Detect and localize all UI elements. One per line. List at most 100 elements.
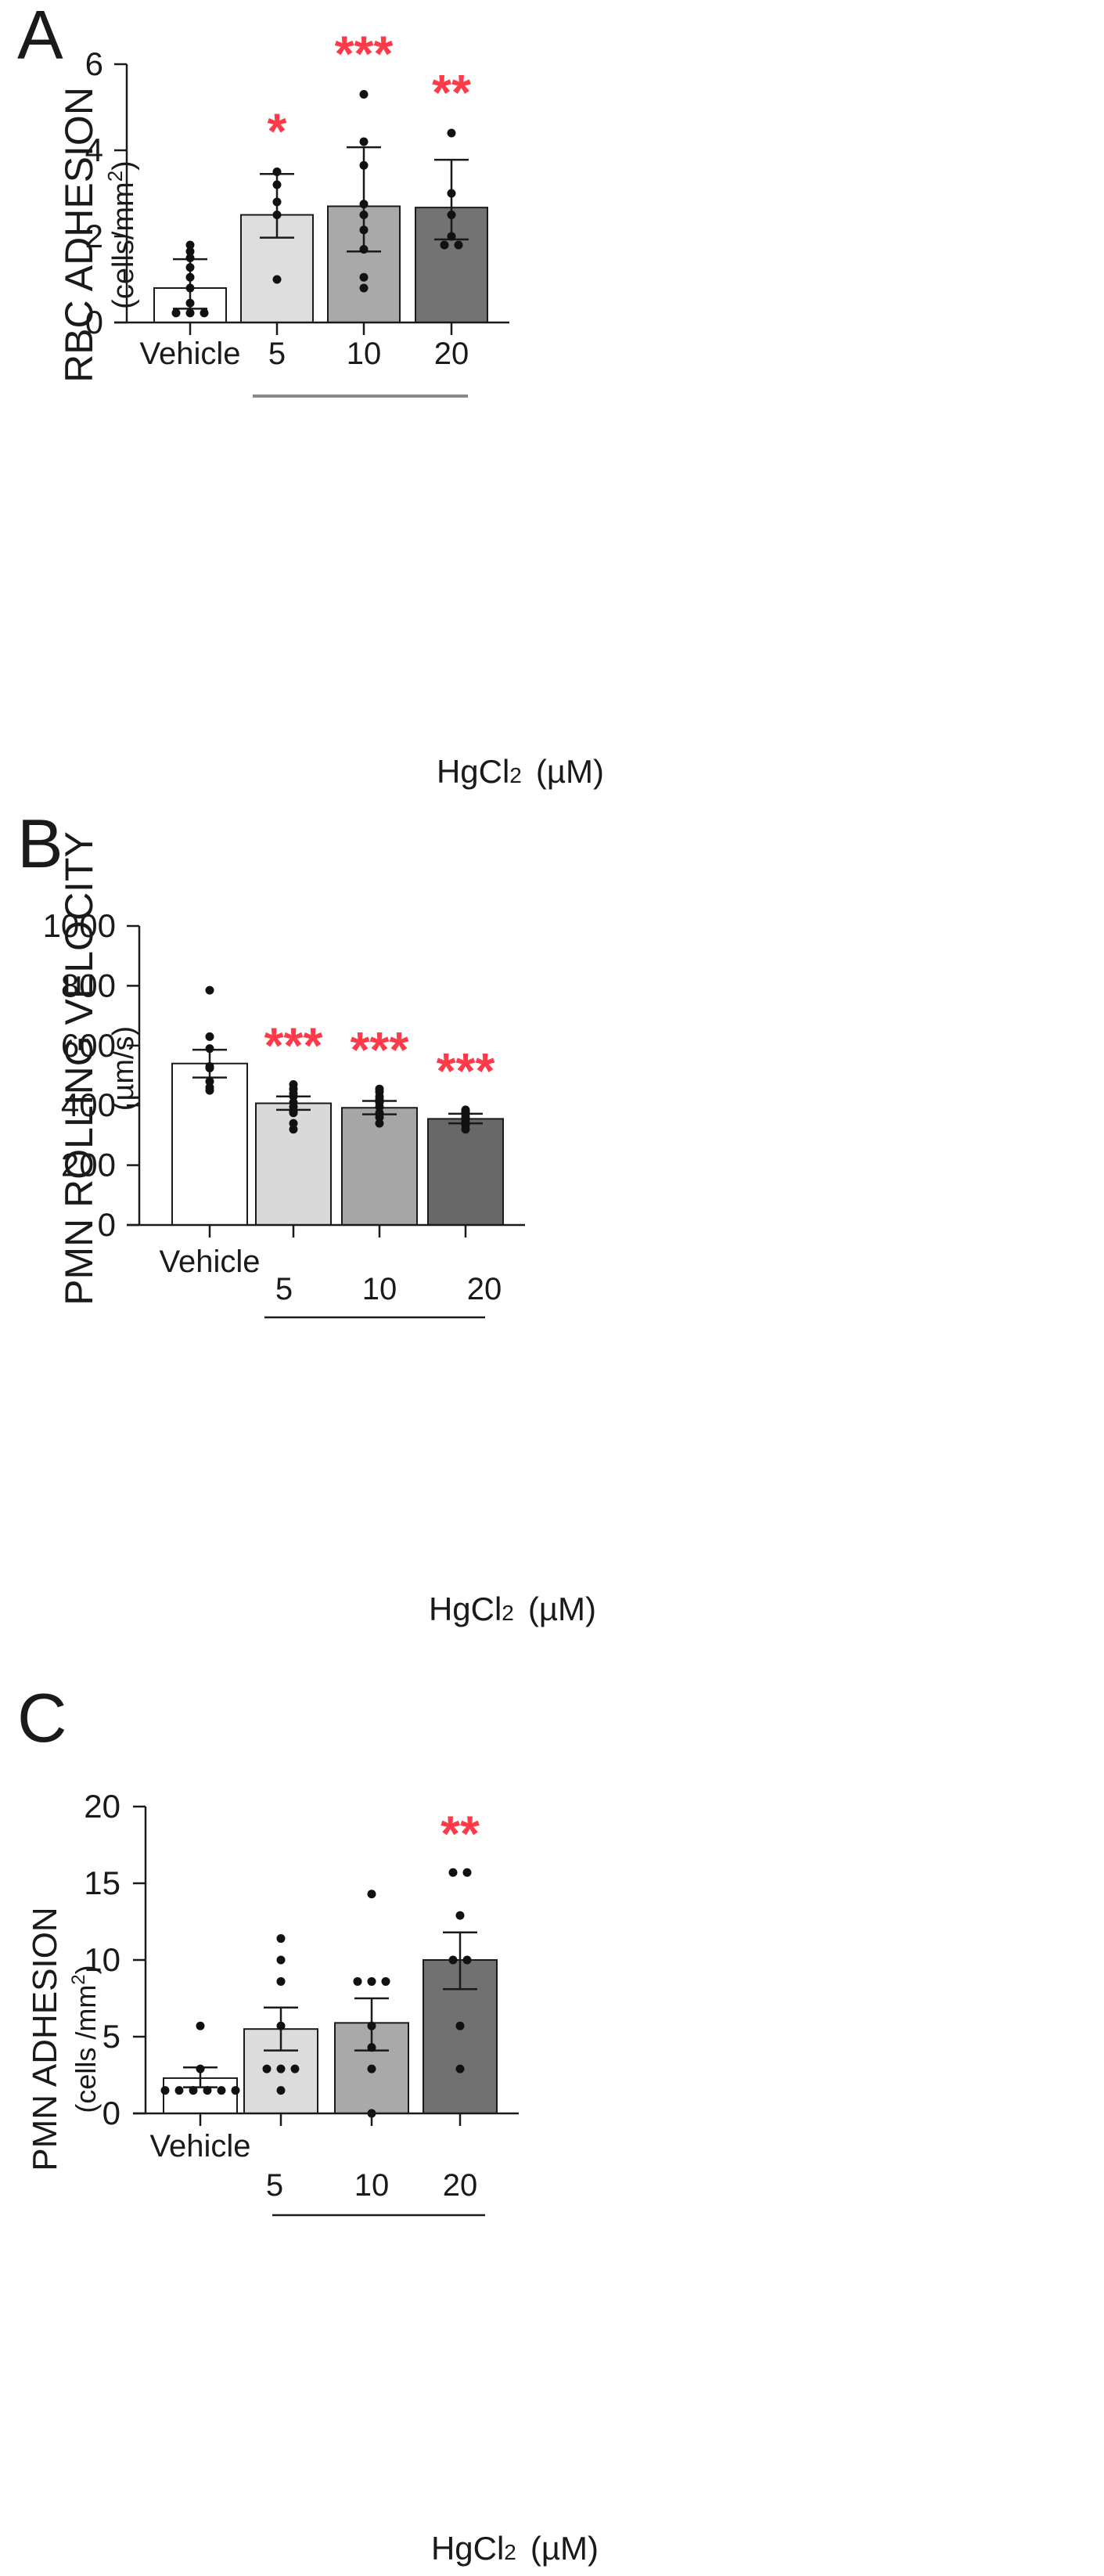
svg-text:(cells/mm2): (cells/mm2) <box>103 160 140 309</box>
data-point-a-1-3.2-0 <box>272 180 282 189</box>
data-point-a-1-1-0 <box>272 275 282 284</box>
y-axis-title-c-main: PMN ADHESION <box>26 1907 64 2171</box>
data-point-c-1-2.9-2 <box>290 2064 300 2073</box>
data-point-a-3-4.4-0 <box>447 128 456 138</box>
significance-c-3: ** <box>441 1805 480 1861</box>
data-point-c-0-2.9-0 <box>196 2064 205 2073</box>
data-point-b-2-375-0 <box>375 1108 384 1118</box>
svg-text:(cells /mm2): (cells /mm2) <box>68 1965 102 2113</box>
data-point-a-2-5.3-0 <box>359 90 369 99</box>
significance-b-2: *** <box>351 1021 409 1078</box>
panel-label-a: A <box>17 0 63 74</box>
data-point-c-0-1.5-5 <box>231 2086 240 2095</box>
y-axis-title-b: PMN ROLLING VELOCITY (µm/s) <box>57 831 140 1306</box>
svg-text:RBC ADHESION: RBC ADHESION <box>57 87 101 383</box>
data-point-c-0-1.5-2 <box>189 2086 198 2095</box>
y-tick-label-b-4: 800 <box>61 967 116 1003</box>
data-point-c-2-5.7-0 <box>367 2021 376 2030</box>
data-point-a-2-3.65-0 <box>359 160 369 170</box>
x-tick-label-c-2: 10 <box>354 2168 390 2203</box>
panel-c: C PMN ADHESION (cells /mm2) 05101520Vehi… <box>17 1679 599 2567</box>
y-tick-label-b-0: 0 <box>98 1206 116 1243</box>
y-tick-label-a-1: 2 <box>85 218 103 254</box>
data-point-c-1-11.4-0 <box>276 1934 286 1944</box>
data-point-a-2-4.2-0 <box>359 137 369 146</box>
x-tick-label-b-1: 5 <box>275 1272 293 1306</box>
data-point-a-2-1.05-0 <box>359 272 369 282</box>
data-point-a-0-0.22-1 <box>185 308 195 318</box>
data-point-a-3-3-0 <box>447 189 456 198</box>
data-point-b-0-480-0 <box>205 1077 214 1086</box>
data-point-a-3-2-0 <box>447 232 456 241</box>
data-point-a-0-0.22-2 <box>200 308 209 318</box>
data-point-a-1-3.5-0 <box>272 168 282 176</box>
y-axis-title-a-unit: (cells/mm <box>107 182 140 309</box>
data-point-a-2-2.5-0 <box>359 211 369 219</box>
data-point-a-3-1.8-1 <box>454 240 463 250</box>
data-point-a-1-2.5-0 <box>272 211 282 219</box>
data-point-c-3-10-1 <box>462 1955 472 1965</box>
y-tick-label-c-2: 10 <box>84 1941 120 1978</box>
significance-b-3: *** <box>437 1043 495 1099</box>
data-point-b-3-385-0 <box>461 1105 470 1115</box>
data-point-c-2-8.6-2 <box>381 1976 390 1986</box>
data-point-a-2-2.75-0 <box>359 200 369 209</box>
data-point-a-0-1.65-0 <box>185 247 195 256</box>
y-tick-label-b-5: 1000 <box>43 907 116 944</box>
data-point-b-1-470-0 <box>289 1079 298 1089</box>
group-label-c-sub: 2 <box>504 2540 516 2564</box>
group-label-c: HgCl2 (µM) <box>431 2530 599 2567</box>
data-point-a-3-1.8-0 <box>440 240 449 250</box>
data-point-a-2-2.15-0 <box>359 225 369 235</box>
data-point-c-1-2.9-0 <box>262 2064 272 2073</box>
data-point-a-0-0.8-0 <box>185 283 195 293</box>
data-point-c-2-2.9-0 <box>367 2064 376 2073</box>
data-point-c-0-1.5-1 <box>174 2086 184 2095</box>
data-point-c-0-1.5-4 <box>217 2086 226 2095</box>
data-point-a-0-0.22-0 <box>171 308 181 318</box>
x-tick-label-c-0: Vehicle <box>150 2129 251 2163</box>
y-axis-title-a-sup: 2 <box>103 171 127 182</box>
data-point-a-0-0.45-0 <box>185 298 195 308</box>
significance-b-1: *** <box>264 1017 323 1073</box>
data-point-c-1-10-0 <box>276 1955 286 1965</box>
group-label-b-unit: (µM) <box>528 1591 596 1627</box>
y-tick-label-c-0: 0 <box>102 2095 120 2131</box>
y-axis-title-c-sup: 2 <box>68 1974 89 1984</box>
data-point-c-3-5.7-0 <box>455 2021 465 2030</box>
data-point-a-0-1.28-0 <box>185 263 195 272</box>
data-point-a-0-1.05-0 <box>185 272 195 282</box>
svg-text:(µm/s): (µm/s) <box>107 1026 140 1111</box>
y-axis-title-c-unit: (cells /mm <box>70 1985 102 2113</box>
x-tick-label-a-3: 20 <box>434 337 469 371</box>
data-point-c-3-15.7-1 <box>462 1868 472 1877</box>
group-label-c-unit: (µM) <box>530 2530 599 2567</box>
data-point-a-0-1.5-0 <box>185 254 195 262</box>
data-point-b-0-460-0 <box>205 1083 214 1092</box>
data-point-b-0-590-0 <box>205 1044 214 1054</box>
data-point-c-1-2.9-1 <box>276 2064 286 2073</box>
y-tick-label-c-4: 20 <box>84 1788 120 1825</box>
data-point-b-2-340-0 <box>375 1119 384 1128</box>
data-point-b-1-320-0 <box>289 1125 298 1134</box>
x-tick-label-a-1: 5 <box>268 337 286 371</box>
svg-text:PMN ROLLING VELOCITY: PMN ROLLING VELOCITY <box>57 831 101 1306</box>
y-tick-label-a-2: 4 <box>85 132 103 168</box>
x-tick-label-a-0: Vehicle <box>140 337 241 371</box>
y-axis-title-b-unit: (µm/s) <box>107 1026 140 1111</box>
y-tick-label-c-3: 15 <box>84 1864 120 1901</box>
data-point-b-0-630-0 <box>205 1032 214 1041</box>
bar-b-3 <box>427 1118 504 1227</box>
data-point-a-1-2.8-0 <box>272 197 282 207</box>
group-label-b-main: HgCl <box>429 1591 502 1627</box>
data-point-c-3-15.7-0 <box>448 1868 458 1877</box>
y-tick-label-b-1: 200 <box>61 1147 116 1184</box>
data-point-a-2-0.8-0 <box>359 283 369 293</box>
data-point-c-2-8.6-1 <box>367 1976 376 1986</box>
group-label-a-main: HgCl <box>437 753 509 790</box>
panel-label-c: C <box>17 1679 67 1756</box>
plot-area-c: 0 5 10 15 20 Vehicle 5 10 20 ** <box>84 1788 519 2217</box>
panel-b: B PMN ROLLING VELOCITY (µm/s) 0 200 400 600… <box>17 805 596 1627</box>
